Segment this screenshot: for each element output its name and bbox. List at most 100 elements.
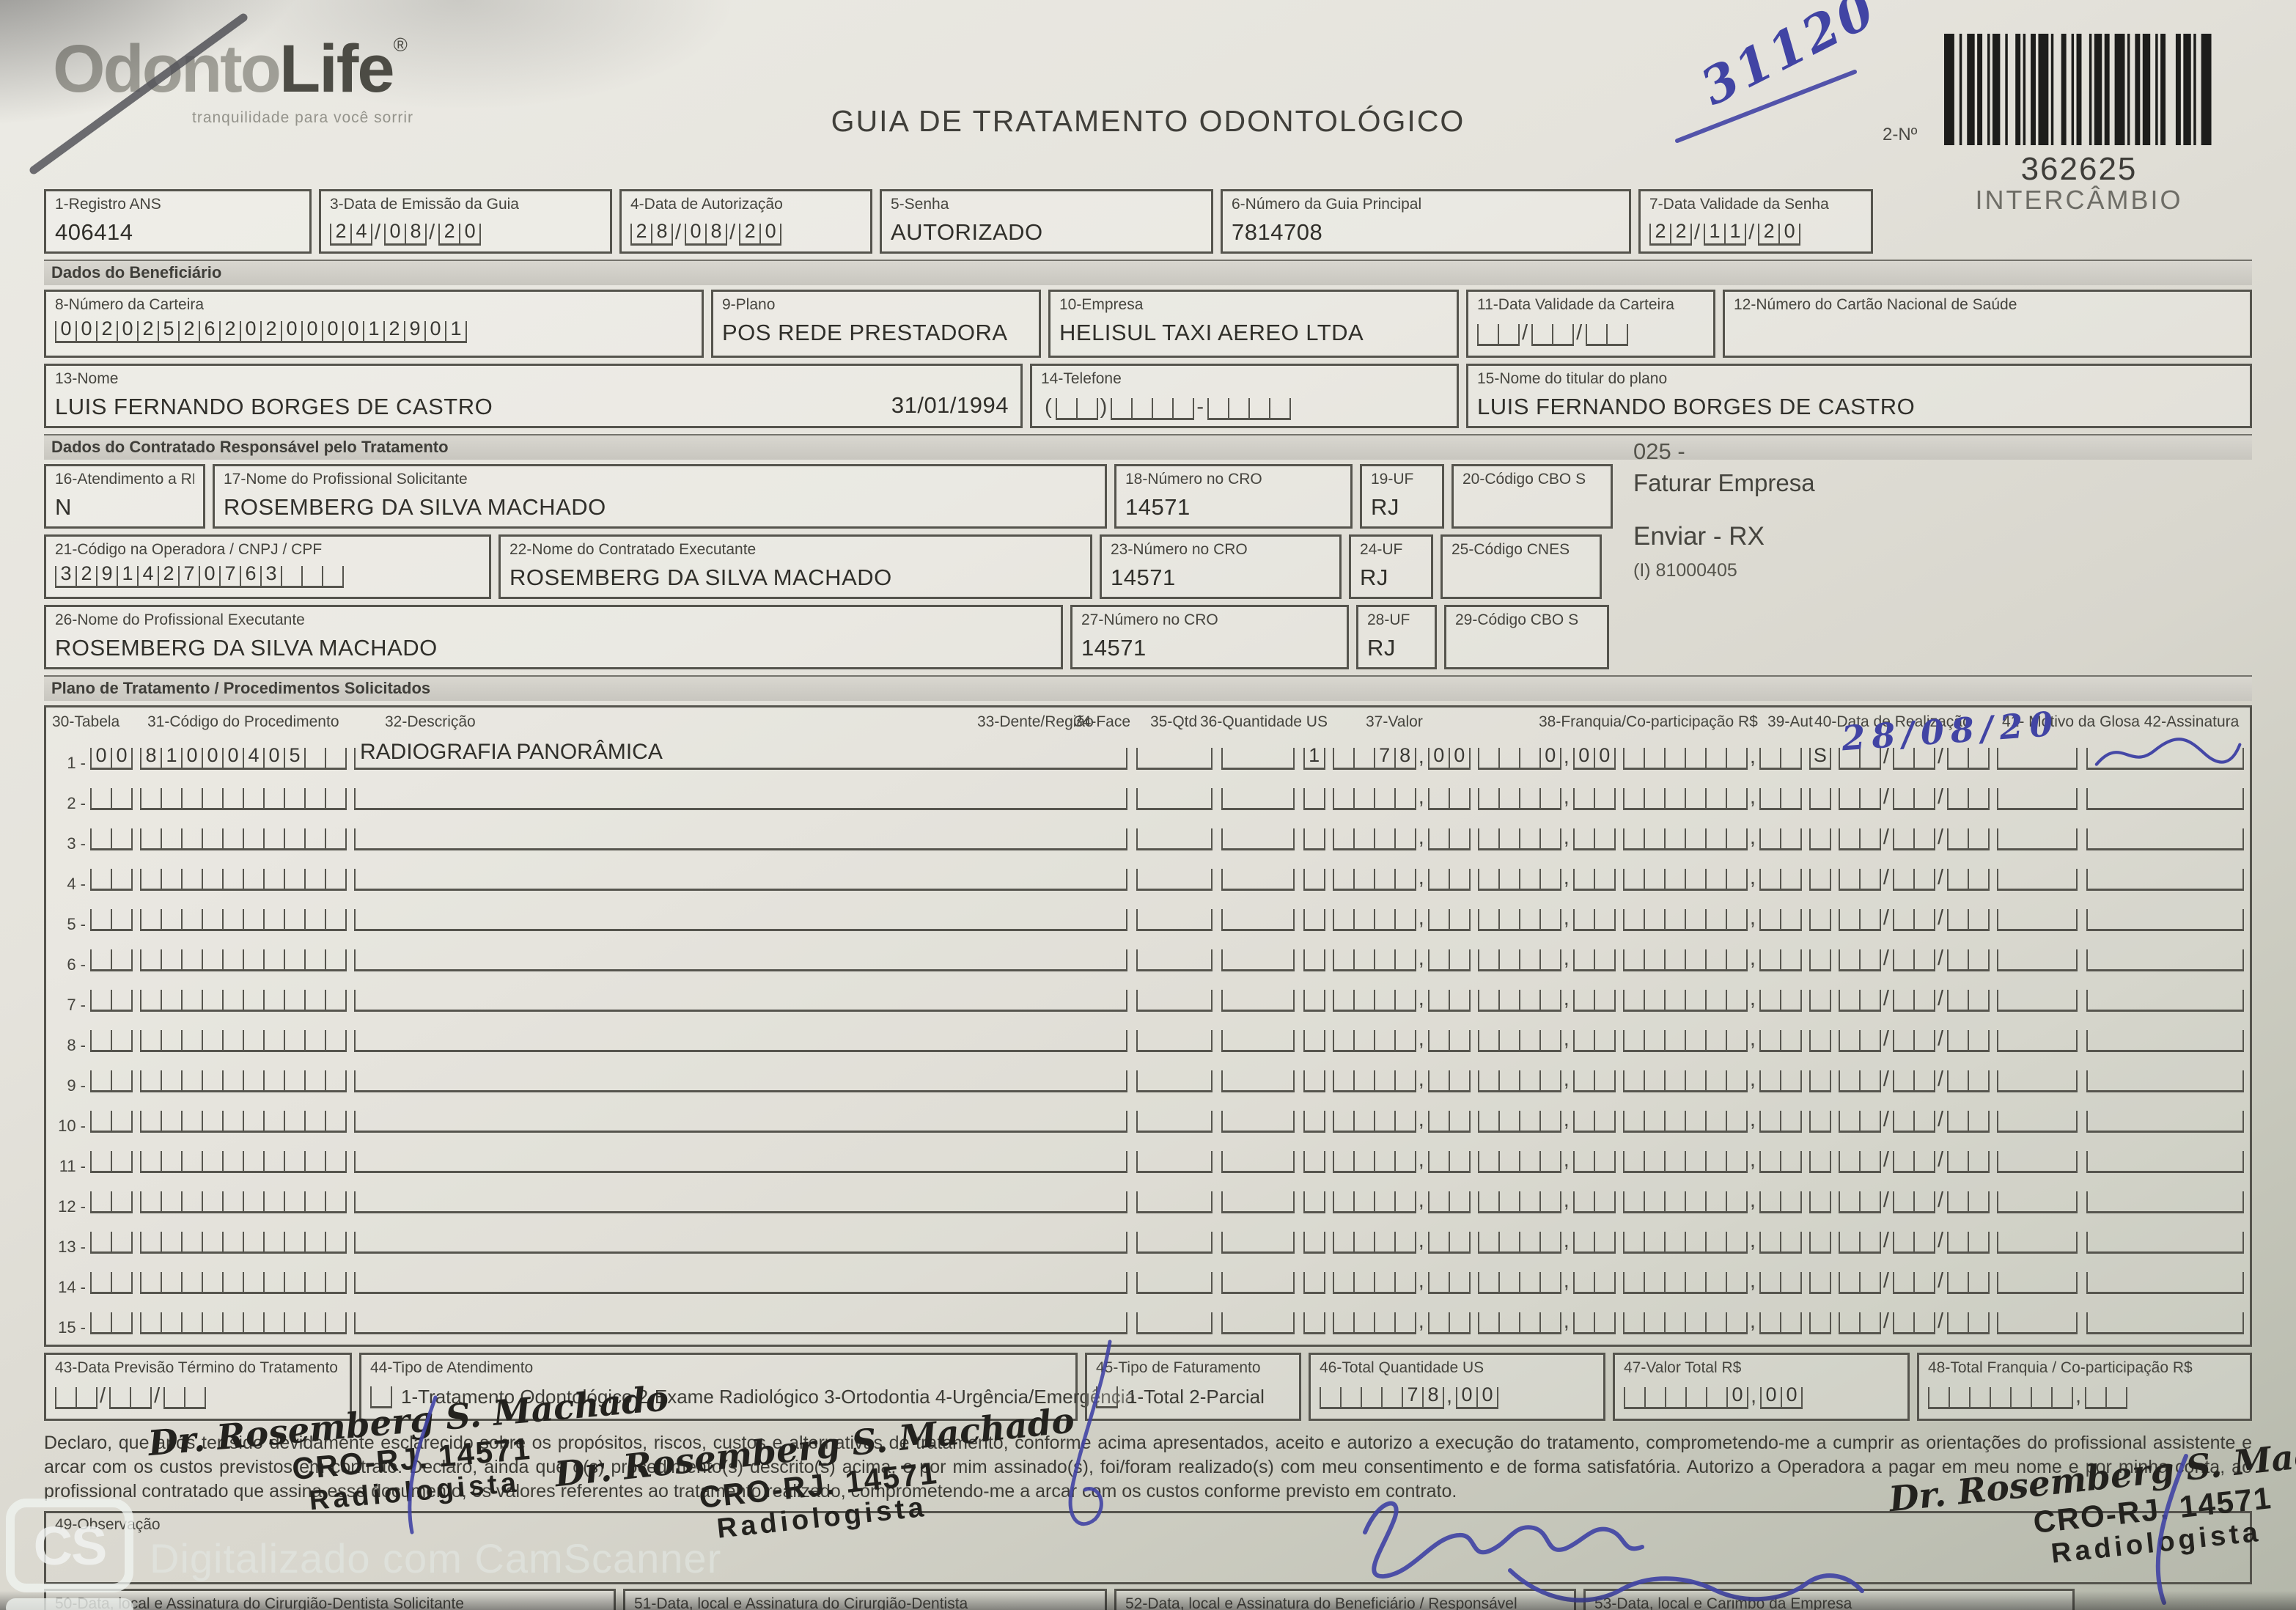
tabela-comb [90, 1070, 133, 1092]
franquia-comb: , [1622, 785, 1802, 810]
procedure-row: 2 -,,, / / [52, 773, 2244, 813]
tooth-region-box [1136, 949, 1213, 971]
qtd-comb [1303, 1191, 1325, 1213]
procedure-description [354, 828, 1127, 850]
codigo-comb [140, 990, 347, 1012]
procedure-description [354, 1070, 1127, 1092]
glosa-box [1997, 869, 2078, 891]
guia-principal-value: 7814708 [1232, 219, 1323, 245]
tabela-comb [90, 1030, 133, 1052]
field-carimbo-empresa: 53-Data, local e Carimbo da Empresa // 2… [1583, 1589, 2075, 1610]
realization-date: / / [1838, 1027, 1997, 1055]
registered-mark: ® [393, 34, 408, 56]
franquia-comb: , [1622, 906, 1802, 931]
tooth-region-box [1136, 1232, 1213, 1254]
qtd-comb: 1 [1303, 744, 1325, 770]
franquia-comb: , [1622, 1108, 1802, 1133]
face-box [1221, 1191, 1295, 1213]
note-ref: (I) 81000405 [1633, 560, 1737, 581]
quantidade-us-comb: , [1332, 987, 1471, 1012]
franquia-comb: , [1622, 745, 1802, 770]
barcode-caption: INTERCÂMBIO [1975, 185, 2183, 215]
tooth-region-box [1136, 990, 1213, 1012]
quantidade-us-comb: , [1332, 785, 1471, 810]
camscanner-logo: CS [6, 1499, 133, 1610]
tabela-comb [90, 788, 133, 810]
procedure-row: 12 -,,, / / [52, 1176, 2244, 1216]
franquia-comb: , [1622, 866, 1802, 891]
barcode-field-label: 2-Nº [1883, 125, 1918, 144]
quantidade-us-comb: , [1332, 1108, 1471, 1133]
face-box [1221, 869, 1295, 891]
field-tipo-faturamento: 45-Tipo de Faturamento 1-Total 2-Parcial [1085, 1353, 1301, 1421]
face-box [1221, 748, 1295, 770]
procedure-description [354, 909, 1127, 931]
aut-comb [1809, 909, 1831, 931]
row-solicitante: 16-Atendimento a RN N 17-Nome do Profiss… [44, 464, 2252, 529]
field-contratado-executante: 22-Nome do Contratado Executante ROSEMBE… [498, 534, 1092, 599]
signature-box [2086, 909, 2244, 931]
qtd-comb [1303, 1232, 1325, 1254]
qtd-comb [1303, 1272, 1325, 1294]
data-realizacao-comb: / / [1838, 1309, 1990, 1334]
form-header: OdontoLife® tranquilidade para você sorr… [0, 0, 2296, 215]
field-uf-24: 24-UF RJ [1349, 534, 1433, 599]
tabela-comb [90, 1272, 133, 1294]
procedure-row-number: 10 - [58, 1117, 86, 1135]
aut-comb [1809, 1312, 1831, 1334]
solicitante-value: ROSEMBERG DA SILVA MACHADO [224, 494, 606, 520]
procedure-description: RADIOGRAFIA PANORÂMICA [354, 740, 1127, 770]
valor-comb: , [1477, 1067, 1616, 1092]
face-box [1221, 1151, 1295, 1173]
tooth-region-box [1136, 1151, 1213, 1173]
cro27-value: 14571 [1081, 635, 1147, 661]
quantidade-us-comb: , [1332, 826, 1471, 850]
cro18-value: 14571 [1125, 494, 1191, 520]
face-box [1221, 788, 1295, 810]
aut-comb: S [1809, 744, 1831, 770]
procedure-row: 11 -,,, / / [52, 1136, 2244, 1176]
procedure-row: 9 -,,, / / [52, 1055, 2244, 1095]
tooth-region-box [1136, 788, 1213, 810]
procedure-description [354, 1191, 1127, 1213]
procedure-description [354, 990, 1127, 1012]
senha-value: AUTORIZADO [891, 219, 1043, 245]
note-faturar: Faturar Empresa [1633, 469, 1815, 496]
row-nome: 13-Nome LUIS FERNANDO BORGES DE CASTRO 3… [44, 364, 2252, 428]
franquia-comb: , [1622, 1148, 1802, 1173]
data-realizacao-comb: / / [1838, 1148, 1990, 1173]
field-cro-23: 23-Número no CRO 14571 [1100, 534, 1342, 599]
franquia-comb: , [1622, 1067, 1802, 1092]
procedure-row-number: 9 - [67, 1076, 86, 1095]
realization-date: / / [1838, 1108, 1997, 1136]
tooth-region-box [1136, 1272, 1213, 1294]
validade-senha-comb: 2 2/1 1/2 0 [1649, 220, 1801, 246]
tabela-comb [90, 1312, 133, 1334]
tabela-comb [90, 1191, 133, 1213]
data-realizacao-comb: / / [1838, 1067, 1990, 1092]
data-realizacao-comb: / / [1838, 946, 1990, 971]
field-titular-plano: 15-Nome do titular do plano LUIS FERNAND… [1466, 364, 2252, 428]
procedure-description [354, 788, 1127, 810]
glosa-box [1997, 949, 2078, 971]
valor-comb: , [1477, 906, 1616, 931]
note-code: 025 - [1633, 438, 1685, 464]
signature-box [2086, 1232, 2244, 1254]
realization-date: / / [1838, 1269, 1997, 1297]
quantidade-us-comb: , [1332, 1309, 1471, 1334]
aut-comb [1809, 1151, 1831, 1173]
validade-carteira-comb: / / [1477, 321, 1629, 346]
tooth-region-box [1136, 909, 1213, 931]
face-box [1221, 1272, 1295, 1294]
field-observacao: 49-Observação [44, 1511, 2252, 1584]
signature-scribble [2094, 738, 2242, 766]
glosa-box [1997, 1151, 2078, 1173]
row-profissional-executante: 26-Nome do Profissional Executante ROSEM… [44, 605, 2252, 669]
